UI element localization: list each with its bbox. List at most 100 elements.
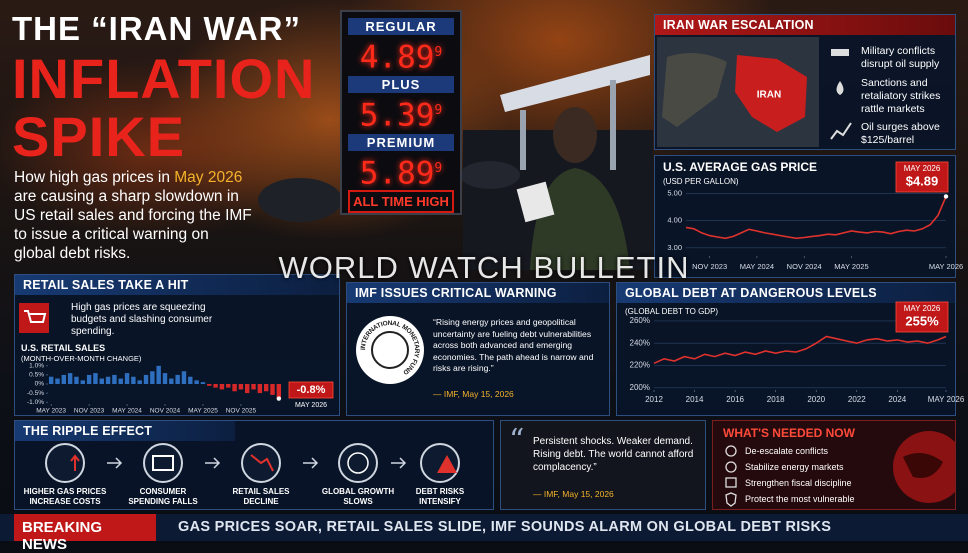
point-icons (830, 49, 852, 140)
panel-title: THE RIPPLE EFFECT (15, 421, 235, 441)
grade-price: 4.899 (348, 35, 454, 75)
imf-source: — IMF, May 15, 2026 (433, 389, 514, 399)
panel-text: High gas prices are squeezing budgets an… (71, 302, 213, 337)
canopy-pillar (520, 110, 526, 170)
logo-bg (356, 316, 424, 384)
grade-name: PREMIUM (348, 134, 454, 151)
grade: PLUS 5.399 (348, 76, 454, 133)
point: Oil surges above $125/barrel (861, 121, 940, 146)
globe-image (893, 431, 955, 503)
needed-item: De-escalate conflicts (745, 446, 829, 456)
headline: SPIKE (12, 105, 186, 168)
quote-text: Persistent shocks. Weaker demand. Rising… (533, 436, 694, 473)
canopy-pillar (610, 80, 616, 170)
sign-banner: ALL TIME HIGH (348, 190, 454, 213)
intro: How high gas prices in May 2026 are caus… (14, 168, 254, 263)
grade-name: PLUS (348, 76, 454, 93)
needed-item: Strengthen fiscal discipline (745, 478, 852, 488)
watermark: WORLD WATCH BULLETIN (278, 250, 690, 285)
price-fraction: 9 (434, 45, 443, 60)
drop-icon (836, 81, 844, 95)
flow-arrow (107, 457, 123, 469)
retail-panel: RETAIL SALES TAKE A HIT High gas prices … (14, 274, 340, 416)
panel-title: RETAIL SALES TAKE A HIT (15, 275, 339, 295)
grade-price: 5.399 (348, 93, 454, 133)
debt-panel: GLOBAL DEBT AT DANGEROUS LEVELS (GLOBAL … (616, 282, 956, 416)
grade-name: REGULAR (348, 18, 454, 35)
panel-title: WHAT'S NEEDED NOW (723, 426, 855, 440)
step-label: RETAIL SALES DECLINE (232, 487, 290, 506)
globe (347, 452, 369, 474)
step-label: HIGHER GAS PRICES INCREASE COSTS (23, 487, 107, 506)
continent (903, 453, 943, 478)
logo-globe (371, 331, 409, 369)
step-icon (45, 443, 85, 483)
point: Sanctions and retaliatory strikes rattle… (861, 77, 941, 115)
point: Military conflicts disrupt oil supply (861, 45, 940, 70)
imf-quote: “Rising energy prices and geopolitical u… (433, 317, 594, 373)
quote-source: — IMF, May 15, 2026 (533, 489, 614, 499)
chart-icon (830, 122, 852, 140)
grade: REGULAR 4.899 (348, 18, 454, 75)
icon (725, 461, 737, 473)
price: 5.89 (359, 155, 435, 192)
price-fraction: 9 (434, 161, 443, 176)
intro-text: are causing a sharp slowdown in US retai… (14, 188, 252, 262)
needed-icons (725, 445, 737, 507)
car (258, 178, 342, 222)
flow-arrow (303, 457, 319, 469)
chart-title: U.S. RETAIL SALES (21, 343, 106, 353)
intro-text: How high gas prices in (14, 169, 175, 186)
price: 4.89 (359, 39, 435, 76)
grade: PREMIUM 5.899 (348, 134, 454, 191)
card (152, 455, 174, 471)
chart-subtitle: (MONTH-OVER-MONTH CHANGE) (21, 354, 142, 363)
cart-icon (19, 303, 49, 333)
icon (725, 492, 737, 507)
icon (725, 477, 737, 488)
iran-shape (735, 55, 807, 132)
panel-title: IMF ISSUES CRITICAL WARNING (347, 283, 609, 303)
car (460, 161, 520, 189)
tank-icon (831, 49, 849, 56)
step-label: DEBT RISKS INTENSIFY (415, 487, 465, 506)
escalation-panel: IRAN WAR ESCALATION IRAN Military confli… (654, 14, 956, 150)
warning (437, 455, 457, 473)
ticker: BREAKING NEWS GAS PRICES SOAR, RETAIL SA… (0, 514, 968, 553)
flow-arrow (205, 457, 221, 469)
intro-highlight: May 2026 (174, 169, 243, 186)
imf-panel: IMF ISSUES CRITICAL WARNING INTERNATIONA… (346, 282, 610, 416)
step-label: CONSUMER SPENDING FALLS (128, 487, 198, 506)
needed-item: Protect the most vulnerable (745, 494, 855, 504)
map-label: IRAN (757, 90, 781, 101)
cart (24, 310, 47, 323)
grade-price: 5.899 (348, 151, 454, 191)
needed-item: Stabilize energy markets (745, 462, 844, 472)
ripple-icons (45, 443, 460, 483)
chart-title: GLOBAL DEBT AT DANGEROUS LEVELS (617, 283, 955, 303)
ripple-panel: THE RIPPLE EFFECT HIGHER GAS PRICES INCR… (14, 420, 494, 510)
headline: INFLATION (12, 47, 316, 110)
headline: THE “IRAN WAR” (12, 10, 301, 47)
receipt (516, 181, 555, 223)
quote-mark: “ (509, 423, 525, 458)
chart-subtitle: (GLOBAL DEBT TO GDP) (625, 307, 719, 316)
icon (725, 445, 737, 457)
step-icon (420, 443, 460, 483)
needed-panel: WHAT'S NEEDED NOW De-escalate conflicts … (712, 420, 956, 510)
step-icon (338, 443, 378, 483)
breaking-headline: GAS PRICES SOAR, RETAIL SALES SLIDE, IMF… (178, 519, 832, 535)
price-fraction: 9 (434, 103, 443, 118)
price: 5.39 (359, 97, 435, 134)
up-arrow (70, 454, 80, 471)
step-label: GLOBAL GROWTH SLOWS (321, 487, 395, 506)
person-head (553, 107, 597, 163)
gas-sign: REGULAR 4.899 PLUS 5.399 PREMIUM 5.899 ALL … (340, 10, 462, 215)
flow-arrow (391, 457, 407, 469)
map: IRAN (657, 37, 819, 147)
panel-title: IRAN WAR ESCALATION (655, 15, 955, 35)
down-line (250, 454, 274, 472)
land (662, 53, 727, 127)
